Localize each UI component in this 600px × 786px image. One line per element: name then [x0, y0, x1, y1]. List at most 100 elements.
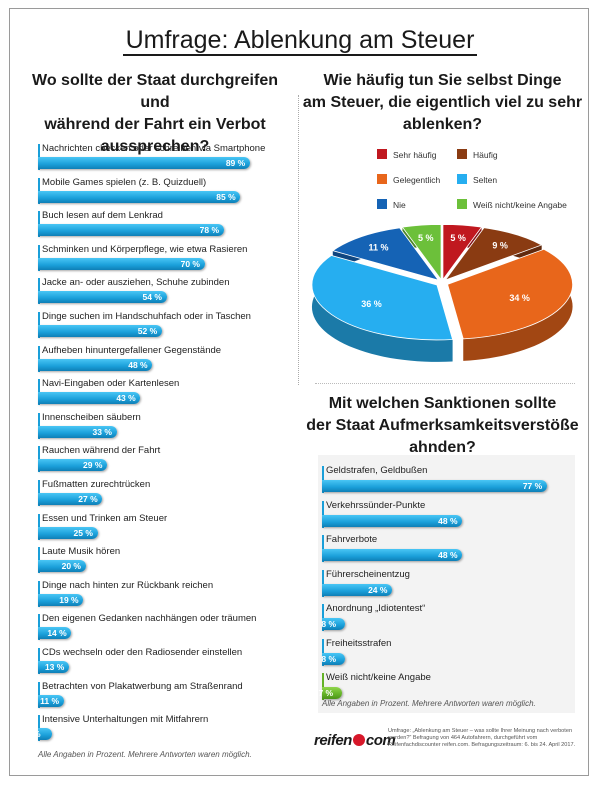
- sanction-bar: [322, 480, 547, 492]
- verbot-value-label: 85 %: [216, 191, 236, 202]
- sanction-value-label: 77 %: [522, 481, 543, 491]
- sanction-axis-tick: [322, 638, 324, 666]
- sanction-axis-tick: [322, 500, 324, 528]
- sanction-bar: [322, 549, 463, 561]
- sanction-category-label: Geldstrafen, Geldbußen: [326, 465, 428, 476]
- pie-value-label: 5 %: [450, 233, 466, 243]
- sanction-axis-tick: [322, 604, 324, 631]
- verbot-category-label: Betrachten von Plakatwerbung am Straßenr…: [42, 680, 243, 692]
- pie-question-line-2: am Steuer, die eigentlich viel zu sehr: [302, 94, 583, 111]
- verbot-bar: [38, 661, 69, 673]
- sanction-axis-tick: [322, 673, 324, 700]
- sanctions-question-line-1: Mit welchen Sanktionen sollte: [328, 395, 557, 412]
- pie-slice: [311, 255, 454, 341]
- verbot-category-label: Innenscheiben säubern: [42, 411, 141, 423]
- pie-value-label: 11 %: [369, 242, 389, 252]
- verbot-bar: [38, 190, 241, 203]
- pie-question: Wie häufig tun Sie selbst Dinge am Steue…: [300, 70, 585, 136]
- sanction-bar: [322, 583, 393, 596]
- left-question-line-2: während der Fahrt ein Verbot: [44, 116, 266, 133]
- pie-legend-item: Sehr häufig: [377, 149, 436, 160]
- verbot-value-label: 14 %: [47, 628, 67, 639]
- verbot-bar: [38, 627, 72, 640]
- sanction-axis-tick: [322, 466, 324, 493]
- sanctions-question: Mit welchen Sanktionen sollte der Staat …: [300, 393, 585, 459]
- left-question-line-3: aussprechen?: [100, 138, 210, 155]
- left-question-line-1: Wo sollte der Staat durchgreifen und: [32, 72, 278, 111]
- sanction-axis-tick: [322, 569, 324, 597]
- verbot-bar: [38, 728, 53, 741]
- pie-legend-item: Häufig: [457, 149, 498, 160]
- pie-slice: [447, 248, 573, 340]
- sanction-value-label: 24 %: [368, 584, 388, 595]
- logo-dot-icon: [352, 734, 365, 746]
- sanction-axis-tick: [322, 535, 324, 562]
- verbot-category-label: Essen und Trinken am Steuer: [42, 512, 168, 524]
- sanctions-question-line-2: der Staat Aufmerksamkeitsverstöße: [306, 417, 579, 434]
- verbot-category-label: Laute Musik hören: [42, 546, 121, 558]
- column-divider: [298, 95, 299, 385]
- verbot-bar: [38, 257, 205, 270]
- legend-swatch: [377, 174, 387, 184]
- verbot-category-label: Intensive Unterhaltungen mit Mitfahrern: [42, 714, 209, 726]
- verbot-value-label: 78 %: [199, 225, 219, 236]
- pie-slice: [401, 224, 442, 281]
- sanction-value-label: 48 %: [438, 550, 458, 560]
- legend-label: Gelegentlich: [393, 175, 441, 185]
- verbot-category-label: Jacke an- oder ausziehen, Schuhe zubinde…: [42, 277, 230, 289]
- section-separator: [315, 383, 575, 384]
- survey-footer-text: Umfrage: „Ablenkung am Steuer – was soll…: [388, 728, 576, 748]
- legend-swatch: [457, 199, 467, 209]
- verbot-category-label: Mobile Games spielen (z. B. Quizduell): [42, 176, 207, 188]
- legend-swatch: [457, 174, 467, 184]
- sanction-category-label: Verkehrssünder-Punkte: [326, 499, 426, 511]
- verbot-category-label: Den eigenen Gedanken nachhängen oder trä…: [42, 613, 257, 625]
- reifen-com-logo: reifen com: [314, 732, 396, 749]
- verbot-bar: [38, 325, 162, 337]
- verbot-bar: [38, 493, 103, 505]
- verbot-value-label: 11 %: [40, 695, 60, 706]
- pie-value-label: 34 %: [509, 293, 530, 303]
- verbot-bar: [38, 224, 224, 237]
- pie-slice: [442, 224, 483, 281]
- verbot-bar: [38, 694, 65, 707]
- verbot-category-label: Buch lesen auf dem Lenkrad: [42, 210, 163, 222]
- verbot-category-label: CDs wechseln oder den Radiosender einste…: [42, 647, 243, 658]
- verbot-value-label: 52 %: [137, 326, 158, 336]
- sanction-value-label: 48 %: [438, 515, 458, 526]
- pie-value-label: 5 %: [418, 233, 434, 243]
- verbot-value-label: 6%: [28, 729, 41, 740]
- logo-text-left: reifen: [314, 732, 352, 749]
- verbot-category-label: Dinge suchen im Handschuhfach oder in Ta…: [42, 311, 251, 322]
- legend-swatch: [377, 149, 387, 159]
- verbot-value-label: 48 %: [128, 359, 148, 370]
- verbot-value-label: 25 %: [73, 527, 93, 538]
- verbot-bar: [38, 459, 108, 472]
- verbot-value-label: 29 %: [83, 460, 103, 471]
- verbot-value-label: 54 %: [142, 292, 162, 303]
- verbot-value-label: 43 %: [116, 393, 136, 404]
- sanction-category-label: Freiheitsstrafen: [326, 637, 392, 649]
- verbot-bar: [38, 392, 141, 405]
- sanctions-question-line-3: ahnden?: [409, 439, 476, 456]
- pie-slice-side: [311, 255, 453, 362]
- sanction-value-label: 8 %: [321, 619, 337, 629]
- pie-slice: [444, 227, 543, 281]
- sanction-bar: [322, 687, 343, 699]
- verbot-value-label: 13 %: [44, 662, 65, 672]
- verbot-value-label: 89 %: [225, 158, 246, 168]
- pie-question-line-1: Wie häufig tun Sie selbst Dinge: [323, 72, 562, 89]
- pie-value-label: 9 %: [492, 241, 508, 251]
- legend-label: Häufig: [473, 150, 498, 160]
- pie-slice-side: [463, 249, 573, 361]
- pie-slice: [331, 227, 440, 281]
- right-footnote: Alle Angaben in Prozent. Mehrere Antwort…: [322, 699, 536, 708]
- title-text: Umfrage: Ablenkung am Steuer: [122, 26, 478, 56]
- sanction-value-label: 7 %: [318, 688, 334, 698]
- verbot-bar: [38, 157, 250, 169]
- sanction-category-label: Fahrverbote: [326, 534, 378, 545]
- verbot-category-label: Nachrichten checken oder schreiben via S…: [42, 143, 266, 154]
- verbot-category-label: Rauchen während der Fahrt: [42, 445, 161, 457]
- legend-label: Nie: [393, 200, 406, 210]
- legend-label: Selten: [473, 175, 498, 185]
